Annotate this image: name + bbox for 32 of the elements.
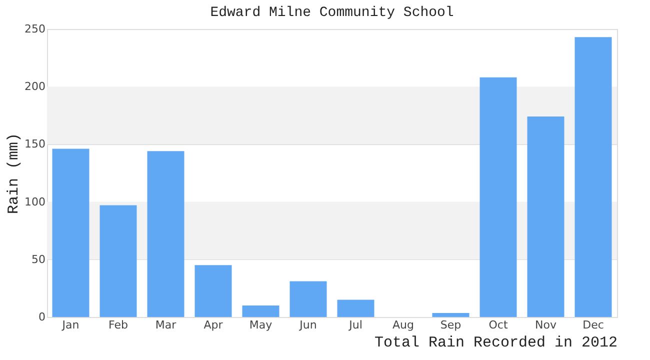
x-tick-label: Dec (582, 318, 604, 332)
x-tick-label: Jan (61, 318, 80, 332)
x-tick-label: May (249, 318, 273, 332)
y-tick-label: 50 (32, 252, 46, 266)
y-axis-title: Rain (mm) (6, 132, 23, 214)
x-tick-label: Oct (488, 318, 508, 332)
x-tick-label: Jun (298, 318, 317, 332)
y-tick-label: 0 (38, 310, 46, 324)
bar (52, 148, 90, 317)
x-tick-label: Mar (155, 318, 177, 332)
bar (290, 281, 327, 317)
y-tick-label: 250 (24, 22, 46, 36)
x-tick-label: Apr (204, 318, 224, 332)
bar (242, 305, 280, 317)
x-tick-label: Sep (440, 318, 462, 332)
x-axis-title: Total Rain Recorded in 2012 (374, 334, 618, 352)
bar (432, 312, 470, 317)
x-tick-label: Jul (348, 318, 362, 332)
y-tick-label: 100 (24, 195, 46, 208)
x-tick-label: Aug (392, 318, 414, 332)
bar (527, 116, 564, 317)
x-tick-label: Nov (535, 318, 557, 332)
y-tick-label: 150 (24, 138, 46, 151)
bar (100, 205, 137, 317)
chart-title: Edward Milne Community School (210, 5, 454, 21)
bar (480, 77, 517, 317)
x-tick-label: Feb (108, 318, 128, 332)
y-tick-label: 200 (24, 80, 46, 94)
bar (194, 265, 232, 317)
bar (147, 151, 184, 317)
bar (574, 37, 612, 317)
bar (337, 300, 374, 317)
